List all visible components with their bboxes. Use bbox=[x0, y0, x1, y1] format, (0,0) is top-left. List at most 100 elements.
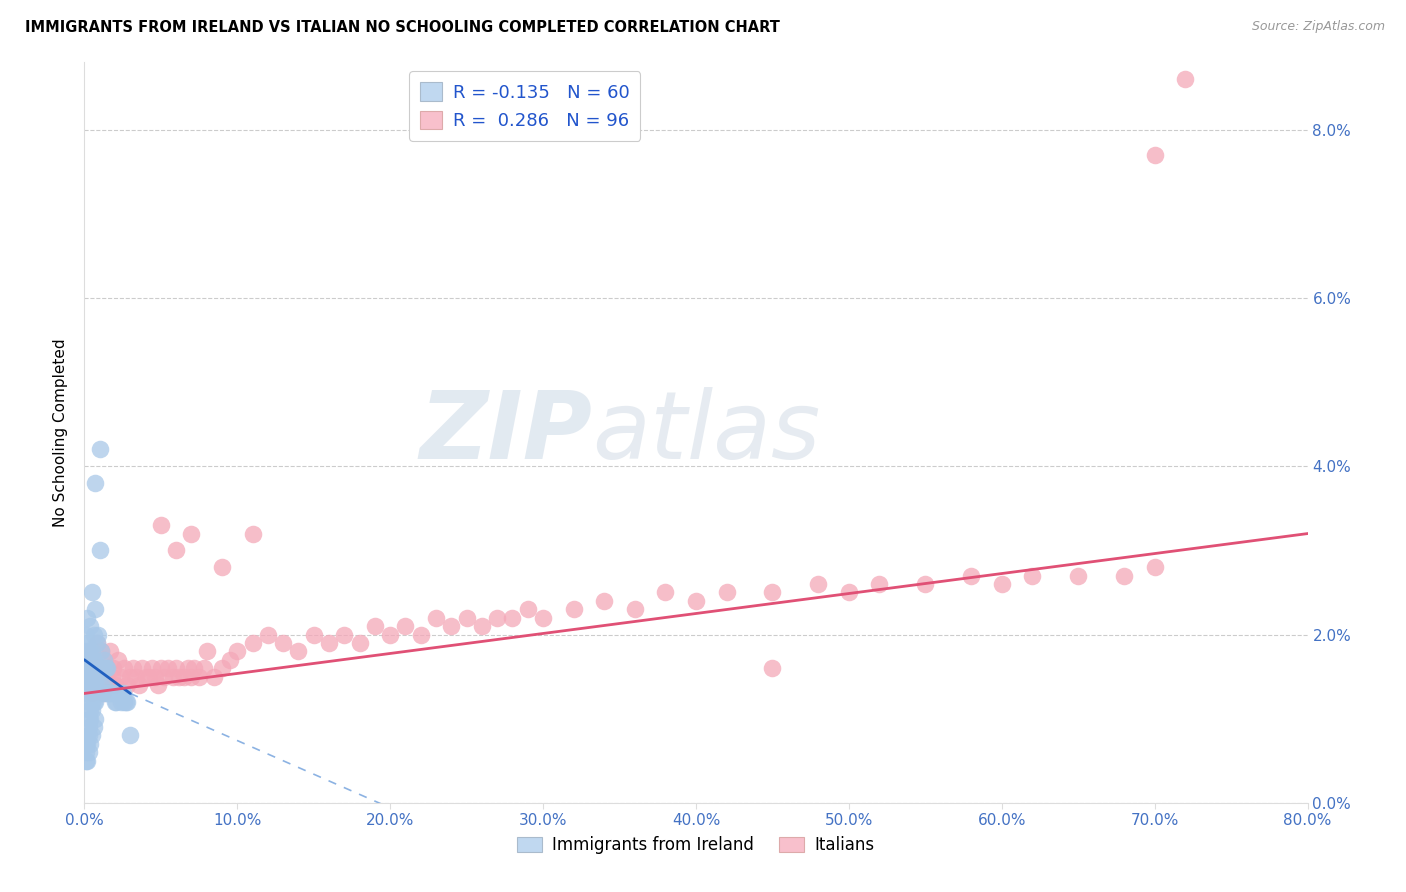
Point bbox=[183, 661, 205, 675]
Point bbox=[101, 686, 124, 700]
Point bbox=[76, 737, 98, 751]
Point bbox=[86, 686, 108, 700]
Point bbox=[111, 686, 134, 700]
Point bbox=[89, 442, 111, 457]
Point bbox=[77, 678, 100, 692]
Point bbox=[380, 627, 402, 641]
Point bbox=[76, 670, 98, 684]
Point bbox=[93, 653, 115, 667]
Point bbox=[76, 653, 98, 667]
Point bbox=[914, 577, 936, 591]
Point bbox=[103, 661, 125, 675]
Point bbox=[869, 577, 891, 591]
Point bbox=[83, 653, 105, 667]
Point bbox=[94, 686, 117, 700]
Point bbox=[195, 644, 218, 658]
Text: atlas: atlas bbox=[592, 387, 820, 478]
Point bbox=[75, 754, 97, 768]
Point bbox=[1143, 148, 1166, 162]
Y-axis label: No Schooling Completed: No Schooling Completed bbox=[53, 338, 69, 527]
Point bbox=[84, 661, 107, 675]
Point bbox=[93, 678, 115, 692]
Point bbox=[77, 745, 100, 759]
Point bbox=[188, 670, 211, 684]
Point bbox=[486, 610, 509, 624]
Point bbox=[80, 686, 103, 700]
Point bbox=[80, 695, 103, 709]
Point bbox=[128, 678, 150, 692]
Point bbox=[93, 653, 115, 667]
Point bbox=[87, 678, 110, 692]
Point bbox=[318, 636, 340, 650]
Point bbox=[75, 661, 97, 675]
Point bbox=[991, 577, 1014, 591]
Point bbox=[79, 653, 101, 667]
Point bbox=[104, 695, 127, 709]
Point bbox=[149, 518, 172, 533]
Point bbox=[80, 661, 103, 675]
Point bbox=[79, 686, 101, 700]
Point bbox=[87, 627, 110, 641]
Point bbox=[90, 678, 112, 692]
Point bbox=[131, 661, 153, 675]
Point bbox=[80, 729, 103, 743]
Point bbox=[87, 686, 110, 700]
Point bbox=[84, 476, 107, 491]
Point bbox=[79, 619, 101, 633]
Point bbox=[287, 644, 309, 658]
Point bbox=[349, 636, 371, 650]
Point bbox=[257, 627, 280, 641]
Point bbox=[107, 686, 129, 700]
Point bbox=[83, 695, 105, 709]
Point bbox=[333, 627, 356, 641]
Point bbox=[84, 670, 107, 684]
Point bbox=[79, 712, 101, 726]
Point bbox=[97, 678, 120, 692]
Point bbox=[75, 737, 97, 751]
Point bbox=[394, 619, 416, 633]
Point bbox=[83, 670, 105, 684]
Point bbox=[96, 686, 118, 700]
Point bbox=[146, 678, 169, 692]
Point bbox=[562, 602, 585, 616]
Point bbox=[110, 695, 132, 709]
Point bbox=[76, 678, 98, 692]
Point bbox=[84, 712, 107, 726]
Point bbox=[91, 661, 114, 675]
Point bbox=[76, 610, 98, 624]
Point bbox=[86, 636, 108, 650]
Point bbox=[84, 602, 107, 616]
Point bbox=[103, 686, 125, 700]
Point bbox=[83, 720, 105, 734]
Point bbox=[91, 686, 114, 700]
Point bbox=[86, 670, 108, 684]
Point bbox=[91, 686, 114, 700]
Point bbox=[90, 644, 112, 658]
Point bbox=[76, 754, 98, 768]
Point bbox=[302, 627, 325, 641]
Point bbox=[1143, 560, 1166, 574]
Point bbox=[242, 526, 264, 541]
Point bbox=[101, 670, 124, 684]
Point bbox=[1114, 568, 1136, 582]
Point bbox=[79, 670, 101, 684]
Point bbox=[75, 644, 97, 658]
Point bbox=[75, 661, 97, 675]
Point bbox=[242, 636, 264, 650]
Point bbox=[960, 568, 983, 582]
Point bbox=[112, 661, 135, 675]
Point bbox=[122, 661, 145, 675]
Point bbox=[86, 686, 108, 700]
Point bbox=[624, 602, 647, 616]
Point bbox=[77, 695, 100, 709]
Point bbox=[180, 670, 202, 684]
Point bbox=[77, 720, 100, 734]
Point bbox=[120, 729, 142, 743]
Point bbox=[75, 745, 97, 759]
Point bbox=[75, 670, 97, 684]
Point bbox=[75, 627, 97, 641]
Point bbox=[531, 610, 554, 624]
Point bbox=[77, 644, 100, 658]
Point bbox=[838, 585, 860, 599]
Point bbox=[94, 661, 117, 675]
